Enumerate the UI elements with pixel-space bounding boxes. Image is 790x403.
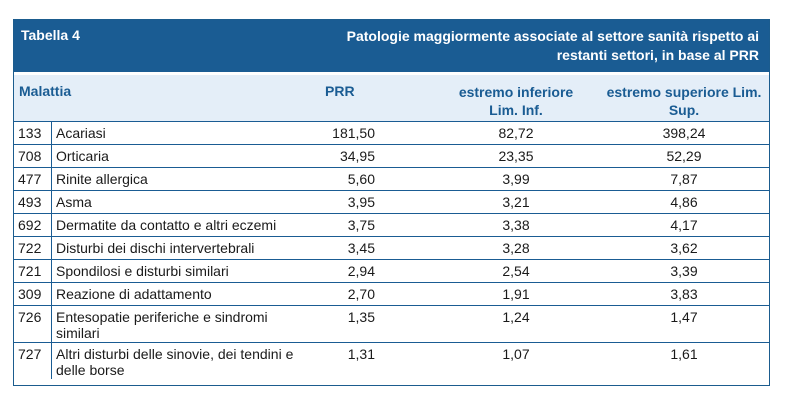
- row-code: 692: [18, 217, 42, 233]
- row-lim-sup: 1,47: [670, 309, 698, 325]
- row-prr: 34,95: [339, 148, 375, 164]
- row-lim-sup: 398,24: [662, 125, 706, 141]
- table-row: 692 Dermatite da contatto e altri eczemi 3…: [14, 214, 769, 237]
- row-prr: 1,31: [347, 346, 375, 362]
- row-lim-sup: 4,17: [670, 217, 698, 233]
- row-code: 493: [18, 194, 42, 210]
- table-row: 708 Orticaria 34,95 23,35 52,29: [14, 145, 769, 168]
- table-header: Malattia PRR estremo inferiore Lim. Inf.…: [14, 75, 769, 122]
- table-title-bar: Tabella 4 Patologie maggiormente associa…: [14, 20, 769, 72]
- table-row: 309 Reazione di adattamento 2,70 1,91 3,83: [14, 283, 769, 306]
- row-disease: Dermatite da contatto e altri eczemi: [56, 217, 277, 233]
- table-row: 726 Entesopatie periferiche e sindromi si…: [14, 306, 769, 343]
- row-lim-sup: 52,29: [666, 148, 702, 164]
- row-disease: Spondilosi e disturbi similari: [56, 263, 229, 279]
- row-code: 727: [18, 346, 42, 362]
- row-lim-inf: 82,72: [498, 125, 534, 141]
- table-row: 727 Altri disturbi delle sinovie, dei ten…: [14, 343, 769, 379]
- table-row: 477 Rinite allergica 5,60 3,99 7,87: [14, 168, 769, 191]
- row-lim-inf: 1,07: [502, 346, 530, 362]
- row-code: 722: [18, 240, 42, 256]
- table-label: Tabella 4: [21, 27, 80, 43]
- row-prr: 2,94: [347, 263, 375, 279]
- row-code: 708: [18, 148, 42, 164]
- row-lim-inf: 3,21: [502, 194, 530, 210]
- row-lim-sup: 4,86: [670, 194, 698, 210]
- row-disease: Orticaria: [56, 148, 109, 164]
- row-prr: 1,35: [347, 309, 375, 325]
- table-body: 133 Acariasi 181,50 82,72 398,24 708 Orticaria…: [14, 122, 769, 379]
- row-lim-inf: 2,54: [502, 263, 530, 279]
- row-prr: 181,50: [332, 125, 375, 141]
- table-title: Patologie maggiormente associate al sett…: [346, 28, 759, 63]
- row-lim-sup: 7,87: [670, 171, 698, 187]
- table-row: 721 Spondilosi e disturbi similari 2,94 2,5…: [14, 260, 769, 283]
- row-code: 133: [18, 125, 42, 141]
- row-lim-inf: 3,38: [502, 217, 530, 233]
- table-row: 722 Disturbi dei dischi intervertebrali 3,…: [14, 237, 769, 260]
- row-lim-inf: 1,24: [502, 309, 530, 325]
- header-malattia: Malattia: [19, 83, 72, 99]
- row-lim-sup: 3,62: [670, 240, 698, 256]
- row-code: 721: [18, 263, 42, 279]
- row-disease: Rinite allergica: [56, 171, 148, 187]
- row-lim-inf: 3,28: [502, 240, 530, 256]
- row-lim-sup: 3,39: [670, 263, 698, 279]
- header-lim-inf: estremo inferiore Lim. Inf.: [458, 84, 574, 118]
- header-prr: PRR: [325, 83, 355, 99]
- table-row: 133 Acariasi 181,50 82,72 398,24: [14, 122, 769, 145]
- row-code: 477: [18, 171, 42, 187]
- row-disease: Acariasi: [56, 125, 106, 141]
- table-frame: Tabella 4 Patologie maggiormente associa…: [13, 19, 770, 386]
- row-disease: Disturbi dei dischi intervertebrali: [56, 240, 255, 256]
- row-prr: 3,45: [347, 240, 375, 256]
- row-prr: 5,60: [347, 171, 375, 187]
- row-disease: Asma: [56, 194, 92, 210]
- header-lim-sup: estremo superiore Lim. Sup.: [606, 84, 762, 118]
- row-prr: 3,95: [347, 194, 375, 210]
- row-lim-sup: 3,83: [670, 286, 698, 302]
- row-lim-sup: 1,61: [670, 346, 698, 362]
- row-lim-inf: 1,91: [502, 286, 530, 302]
- row-lim-inf: 23,35: [498, 148, 534, 164]
- row-disease: Entesopatie periferiche e sindromi simil…: [56, 309, 268, 341]
- row-prr: 2,70: [347, 286, 375, 302]
- row-prr: 3,75: [347, 217, 375, 233]
- row-lim-inf: 3,99: [502, 171, 530, 187]
- row-disease: Reazione di adattamento: [56, 286, 212, 302]
- row-disease: Altri disturbi delle sinovie, dei tendin…: [56, 346, 294, 378]
- table-row: 493 Asma 3,95 3,21 4,86: [14, 191, 769, 214]
- row-code: 309: [18, 286, 42, 302]
- row-code: 726: [18, 309, 42, 325]
